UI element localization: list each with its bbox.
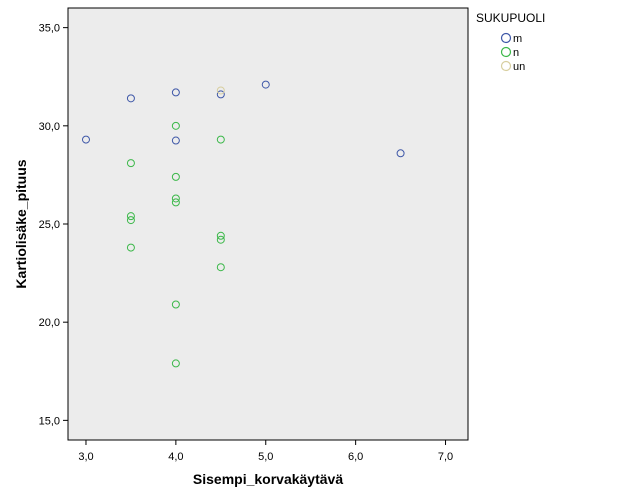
data-point-n xyxy=(126,216,135,225)
legend-marker-m xyxy=(500,32,512,44)
data-point-n xyxy=(216,231,225,240)
data-point-n xyxy=(171,172,180,181)
y-tick-label: 15,0 xyxy=(39,415,60,427)
data-points xyxy=(81,80,405,368)
data-point-m xyxy=(171,88,180,97)
data-point-n xyxy=(171,359,180,368)
data-point-n xyxy=(126,243,135,252)
data-point-un xyxy=(216,86,225,95)
data-point-n xyxy=(216,135,225,144)
legend-label-m: m xyxy=(513,33,522,45)
legend-label-un: un xyxy=(513,61,525,73)
legend-marker-n xyxy=(500,46,512,58)
legend-label-n: n xyxy=(513,47,519,59)
data-point-m xyxy=(216,90,225,99)
data-point-m xyxy=(396,149,405,158)
data-point-m xyxy=(171,136,180,145)
data-point-n xyxy=(171,121,180,130)
x-tick-label: 6,0 xyxy=(348,451,363,463)
y-axis-title: Kartiolisäke_pituus xyxy=(13,159,29,288)
x-tick-label: 5,0 xyxy=(258,451,273,463)
data-point-m xyxy=(126,94,135,103)
x-tick-label: 7,0 xyxy=(438,451,453,463)
data-point-n xyxy=(216,263,225,272)
data-point-m xyxy=(81,135,90,144)
legend-marker-un xyxy=(500,60,512,72)
y-tick-label: 20,0 xyxy=(39,317,60,329)
data-point-n xyxy=(216,235,225,244)
plot-area xyxy=(67,7,469,441)
data-point-n xyxy=(171,198,180,207)
x-tick-label: 4,0 xyxy=(168,451,183,463)
data-point-n xyxy=(126,159,135,168)
legend-title: SUKUPUOLI xyxy=(476,11,545,25)
y-tick-label: 30,0 xyxy=(39,121,60,133)
x-tick-label: 3,0 xyxy=(78,451,93,463)
data-point-m xyxy=(261,80,270,89)
data-point-n xyxy=(126,212,135,221)
y-tick-label: 25,0 xyxy=(39,219,60,231)
axis-ticks: 3,0 4,0 5,0 6,0 7,0 15,0 20,0 25,0 30,0 35,0 xyxy=(39,23,454,463)
data-point-n xyxy=(171,300,180,309)
data-point-n xyxy=(171,194,180,203)
legend: mn un xyxy=(500,32,525,73)
y-tick-label: 35,0 xyxy=(39,23,60,35)
x-axis-title: Sisempi_korvakäytävä xyxy=(193,471,343,487)
